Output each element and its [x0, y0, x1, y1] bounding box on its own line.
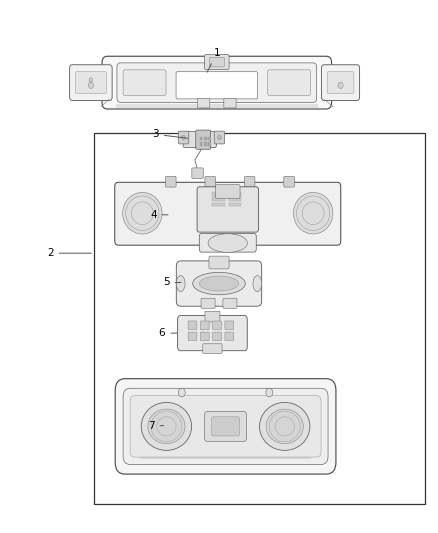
Text: 2: 2	[47, 248, 92, 258]
FancyBboxPatch shape	[115, 182, 341, 245]
FancyBboxPatch shape	[225, 321, 234, 329]
FancyBboxPatch shape	[192, 168, 203, 179]
Bar	[212, 197, 225, 201]
FancyBboxPatch shape	[205, 176, 215, 187]
Circle shape	[266, 388, 273, 397]
FancyBboxPatch shape	[205, 55, 229, 70]
Bar	[204, 142, 207, 146]
Text: 1: 1	[207, 49, 220, 72]
Ellipse shape	[266, 409, 303, 443]
FancyBboxPatch shape	[176, 261, 261, 306]
Circle shape	[88, 82, 93, 88]
FancyBboxPatch shape	[213, 332, 221, 341]
Circle shape	[218, 135, 221, 140]
FancyBboxPatch shape	[197, 187, 258, 232]
FancyBboxPatch shape	[225, 332, 234, 341]
Ellipse shape	[176, 276, 185, 292]
FancyBboxPatch shape	[212, 417, 240, 436]
Bar	[94, 133, 425, 504]
FancyBboxPatch shape	[178, 131, 189, 144]
Bar	[208, 142, 211, 146]
FancyBboxPatch shape	[199, 233, 256, 252]
Ellipse shape	[289, 188, 337, 239]
Text: 7: 7	[148, 422, 164, 431]
FancyBboxPatch shape	[327, 71, 354, 94]
FancyBboxPatch shape	[75, 71, 106, 94]
Ellipse shape	[141, 402, 192, 450]
Text: 6: 6	[159, 328, 177, 338]
FancyBboxPatch shape	[223, 298, 237, 308]
Ellipse shape	[193, 272, 245, 295]
FancyBboxPatch shape	[205, 411, 247, 441]
FancyBboxPatch shape	[188, 321, 197, 329]
Text: 5: 5	[163, 278, 181, 287]
Ellipse shape	[253, 276, 261, 292]
FancyBboxPatch shape	[70, 64, 112, 100]
FancyBboxPatch shape	[321, 64, 360, 100]
Ellipse shape	[148, 409, 185, 443]
Ellipse shape	[208, 234, 247, 253]
Circle shape	[338, 82, 343, 88]
FancyBboxPatch shape	[183, 132, 216, 148]
FancyBboxPatch shape	[130, 395, 321, 457]
FancyBboxPatch shape	[205, 311, 220, 322]
FancyBboxPatch shape	[244, 176, 255, 187]
FancyBboxPatch shape	[176, 71, 258, 99]
FancyBboxPatch shape	[209, 256, 229, 269]
Bar	[229, 192, 241, 196]
Bar	[212, 203, 225, 206]
FancyBboxPatch shape	[188, 332, 197, 341]
Bar	[200, 142, 202, 146]
Bar	[212, 192, 225, 196]
FancyBboxPatch shape	[115, 378, 336, 474]
FancyBboxPatch shape	[166, 176, 176, 187]
Bar	[204, 137, 207, 140]
Bar	[208, 137, 211, 140]
FancyBboxPatch shape	[201, 332, 209, 341]
Circle shape	[182, 135, 185, 140]
Ellipse shape	[199, 276, 239, 291]
Text: 4: 4	[150, 210, 168, 220]
FancyBboxPatch shape	[177, 316, 247, 351]
FancyBboxPatch shape	[215, 185, 240, 199]
Bar	[200, 137, 202, 140]
FancyBboxPatch shape	[203, 344, 222, 353]
FancyBboxPatch shape	[198, 98, 210, 108]
Ellipse shape	[293, 192, 333, 234]
Circle shape	[89, 78, 92, 82]
FancyBboxPatch shape	[196, 130, 211, 149]
Circle shape	[178, 388, 185, 397]
FancyBboxPatch shape	[123, 70, 166, 95]
FancyBboxPatch shape	[214, 131, 225, 144]
FancyBboxPatch shape	[201, 321, 209, 329]
FancyBboxPatch shape	[268, 70, 311, 95]
Text: 3: 3	[152, 130, 188, 139]
FancyBboxPatch shape	[117, 63, 317, 102]
FancyBboxPatch shape	[213, 321, 221, 329]
FancyBboxPatch shape	[123, 388, 328, 464]
FancyBboxPatch shape	[201, 298, 215, 308]
FancyBboxPatch shape	[209, 58, 224, 67]
Ellipse shape	[123, 192, 162, 234]
Bar	[229, 197, 241, 201]
FancyBboxPatch shape	[224, 98, 236, 108]
Ellipse shape	[259, 402, 310, 450]
Ellipse shape	[118, 188, 166, 239]
FancyBboxPatch shape	[284, 176, 294, 187]
Bar	[229, 203, 241, 206]
FancyBboxPatch shape	[102, 56, 332, 109]
